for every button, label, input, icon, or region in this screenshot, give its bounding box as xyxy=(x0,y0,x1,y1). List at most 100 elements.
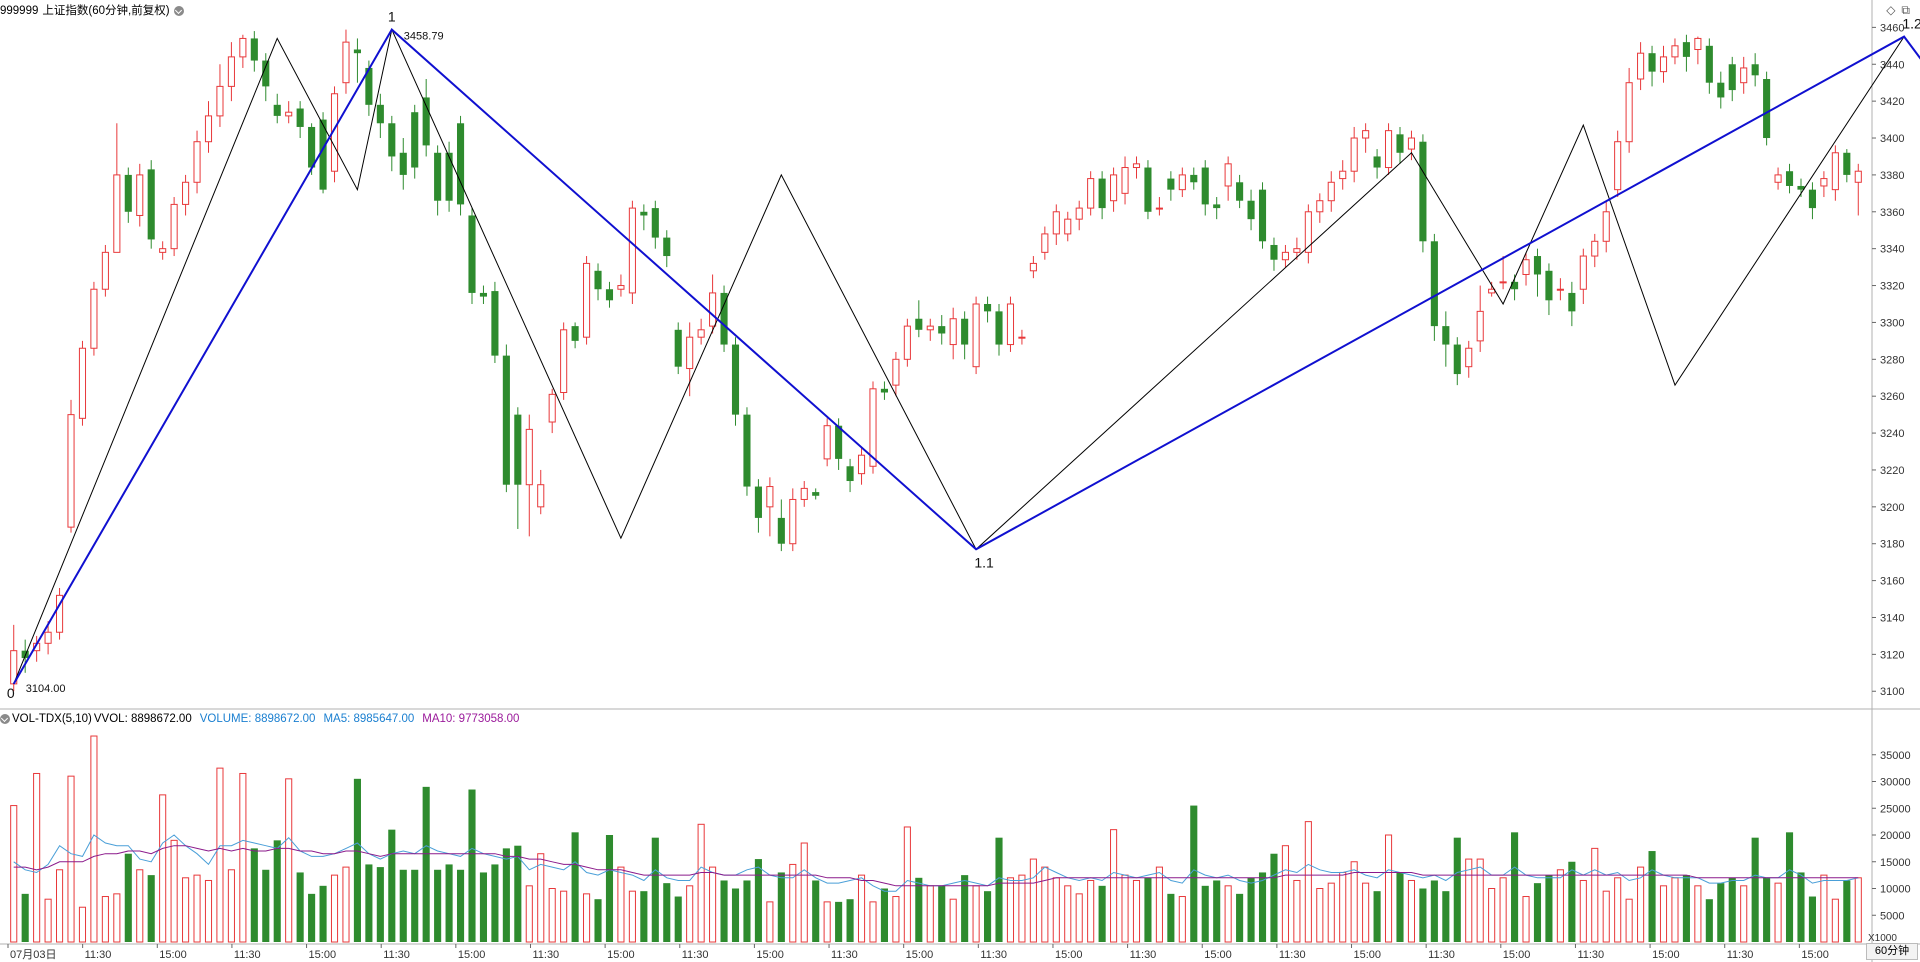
candle-body xyxy=(1843,152,1851,175)
candle-body xyxy=(353,49,361,54)
price-tick-label: 3360 xyxy=(1880,207,1904,219)
time-tick-label: 15:00 xyxy=(458,949,486,961)
volume-bar xyxy=(365,864,373,942)
volume-bar xyxy=(903,826,911,943)
volume-bar xyxy=(1694,885,1702,943)
time-tick-label: 15:00 xyxy=(1801,949,1829,961)
volume-bar xyxy=(239,772,247,943)
price-tick-label: 3120 xyxy=(1880,649,1904,661)
volume-bar xyxy=(353,778,361,942)
volume-bar xyxy=(697,823,705,943)
volume-bar xyxy=(686,885,694,943)
candle-body xyxy=(754,486,762,518)
wave-label: 1.1 xyxy=(974,554,994,570)
volume-bar xyxy=(1499,877,1507,943)
candle-body xyxy=(1018,336,1026,339)
volume-bar xyxy=(90,735,98,943)
candle-body xyxy=(949,318,957,346)
candle-body xyxy=(124,174,132,212)
ma5-value: MA5: 8985647.00 xyxy=(323,713,415,725)
candle-body xyxy=(101,251,109,290)
volume-bar xyxy=(113,893,121,943)
volume-bar xyxy=(1270,853,1278,942)
candle-body xyxy=(1373,156,1381,168)
candle-body xyxy=(204,115,213,143)
volume-bar xyxy=(1236,893,1244,942)
candle-body xyxy=(1155,207,1163,210)
candle-body xyxy=(835,425,843,459)
time-tick-label: 15:00 xyxy=(1652,949,1680,961)
wave-label: 1.2 xyxy=(1902,16,1920,32)
volume-bar xyxy=(1006,877,1015,943)
chevron-down-icon[interactable] xyxy=(0,713,10,724)
volume-bar xyxy=(1511,832,1519,942)
minor-wave-line xyxy=(13,28,1920,685)
volume-bar xyxy=(1258,872,1267,942)
candle-body xyxy=(21,650,29,659)
candle-body xyxy=(1499,281,1507,284)
candle-body xyxy=(1602,211,1610,242)
candle-body xyxy=(365,67,373,105)
candle-body xyxy=(1430,241,1438,327)
volume-bar xyxy=(1064,885,1072,943)
volume-bar xyxy=(800,842,808,943)
candle-body xyxy=(731,344,740,415)
volume-unit-label: X1000 xyxy=(1868,933,1897,944)
candle-body xyxy=(926,325,934,331)
time-tick-label: 11:30 xyxy=(1428,949,1455,961)
volume-bar xyxy=(1602,890,1610,943)
time-tick-label: 11:30 xyxy=(980,949,1007,961)
candle-body xyxy=(113,174,121,253)
diamond-icon[interactable]: ◇ xyxy=(1886,3,1896,17)
candle-body xyxy=(1591,240,1599,257)
candle-body xyxy=(90,288,98,349)
volume-bar xyxy=(1533,883,1542,942)
restore-window-icon[interactable]: ⧉ xyxy=(1901,3,1910,17)
volume-bar xyxy=(1465,858,1473,943)
volume-bar xyxy=(1201,885,1209,942)
candle-body xyxy=(514,414,522,485)
candle-body xyxy=(892,358,900,386)
candle-body xyxy=(1763,79,1771,139)
candle-body xyxy=(995,311,1003,345)
chevron-down-icon[interactable] xyxy=(173,5,184,16)
volume-bar xyxy=(1304,821,1312,943)
volume-bar xyxy=(846,899,854,942)
volume-bar xyxy=(743,880,751,942)
volume-bar xyxy=(1052,877,1060,943)
volume-bar xyxy=(445,864,453,942)
vol-indicator-name[interactable]: VOL-TDX(5,10) xyxy=(12,713,92,725)
volume-bar xyxy=(720,880,728,942)
volume-bar xyxy=(1121,874,1129,943)
price-tick-label: 3300 xyxy=(1880,317,1904,329)
candle-body xyxy=(78,347,87,419)
volume-bar xyxy=(308,893,316,942)
volume-bar xyxy=(422,786,430,942)
volume-tick-label: 15000 xyxy=(1880,857,1911,869)
volume-bar xyxy=(938,885,946,942)
chart-header: 999999 上证指数(60分钟,前复权) xyxy=(0,2,188,20)
volume-bar xyxy=(972,885,980,943)
volume-bar xyxy=(812,880,820,942)
volume-bar xyxy=(1591,847,1599,943)
price-tick-label: 3320 xyxy=(1880,281,1904,293)
candle-body xyxy=(1614,141,1622,191)
volume-bar xyxy=(273,840,281,942)
candle-body xyxy=(147,169,155,240)
price-tick-label: 3280 xyxy=(1880,354,1904,366)
candle-body xyxy=(1476,310,1484,342)
timeframe-label[interactable]: 60分钟 xyxy=(1866,943,1918,960)
candle-body xyxy=(456,123,465,205)
volume-bar xyxy=(434,869,442,942)
symbol-code[interactable]: 999999 xyxy=(0,5,39,17)
candle-body xyxy=(182,181,190,205)
volume-bar xyxy=(1854,877,1862,943)
candle-body xyxy=(250,38,258,61)
volume-bar xyxy=(388,829,396,942)
candle-body xyxy=(1201,167,1209,205)
time-tick-label: 15:00 xyxy=(756,949,784,961)
volume-bar xyxy=(1407,879,1416,943)
candle-body xyxy=(777,517,785,544)
